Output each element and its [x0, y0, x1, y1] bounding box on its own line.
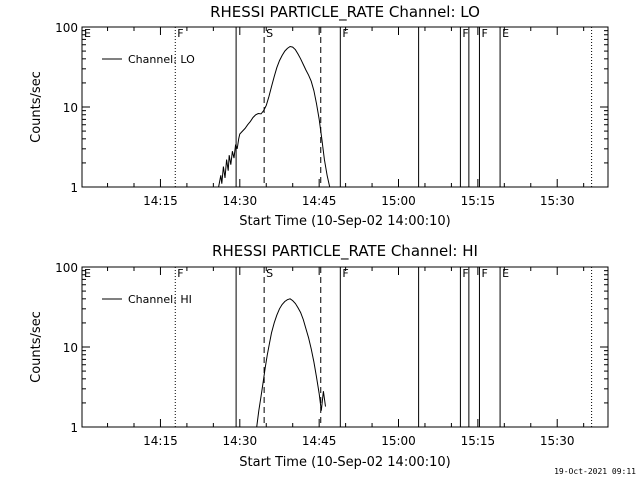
- panel2-xtick-label: 15:15: [461, 434, 496, 448]
- panel1-event-marker-label: F: [177, 27, 183, 40]
- panel1-event-marker-label: F: [462, 27, 468, 40]
- panel1-xlabel: Start Time (10-Sep-02 14:00:10): [239, 214, 450, 229]
- panel1-ylabel: Counts/sec: [29, 71, 44, 143]
- panel1-xtick-label: 15:15: [461, 194, 496, 208]
- panel2-series-line: [256, 298, 326, 428]
- panel2-event-marker-label: F: [342, 267, 348, 280]
- panel1-event-marker-label: F: [342, 27, 348, 40]
- panel1-frame: [81, 26, 609, 188]
- panel2-title: RHESSI PARTICLE_RATE Channel: HI: [212, 242, 478, 261]
- panel1-event-marker-label: E: [84, 27, 91, 40]
- panel2-event-marker-label: E: [84, 267, 91, 280]
- panel1-ytick-label: 10: [63, 101, 78, 115]
- panel1-event-marker-label: S: [266, 27, 273, 40]
- panel2-xtick-label: 14:30: [223, 434, 258, 448]
- panel1-event-marker-label: F: [481, 27, 487, 40]
- panel2-event-marker-label: S: [266, 267, 273, 280]
- panel2-event-marker-label: F: [462, 267, 468, 280]
- panel2-ytick-label: 10: [63, 341, 78, 355]
- panel1-xtick-label: 15:00: [381, 194, 416, 208]
- panel1-ytick-label: 1: [70, 181, 78, 195]
- panel2-event-marker-label: F: [177, 267, 183, 280]
- panel2-xtick-label: 14:45: [302, 434, 337, 448]
- panel1-ytick-label: 100: [55, 21, 78, 35]
- panel1-xtick-label: 14:45: [302, 194, 337, 208]
- panel2-ytick-label: 1: [70, 421, 78, 435]
- panel2-xtick-label: 15:30: [540, 434, 575, 448]
- panel1-xtick-label: 14:15: [143, 194, 178, 208]
- panel2-event-marker-label: E: [502, 267, 509, 280]
- panel2-legend-label: Channel: HI: [128, 293, 192, 306]
- panel1-series-line: [218, 45, 331, 188]
- panel2-xtick-label: 14:15: [143, 434, 178, 448]
- panel2-xlabel: Start Time (10-Sep-02 14:00:10): [239, 455, 450, 470]
- panel2-event-marker-label: F: [481, 267, 487, 280]
- panel1-title: RHESSI PARTICLE_RATE Channel: LO: [210, 3, 480, 22]
- panel2-ytick-label: 100: [55, 261, 78, 275]
- panel2-xtick-label: 15:00: [381, 434, 416, 448]
- panel1-legend-label: Channel: LO: [128, 53, 195, 66]
- timestamp-label: 19-Oct-2021 09:11: [554, 467, 636, 476]
- panel1-xtick-label: 15:30: [540, 194, 575, 208]
- panel1-event-marker-label: E: [502, 27, 509, 40]
- panel2-frame: [81, 266, 609, 428]
- panel1-xtick-label: 14:30: [223, 194, 258, 208]
- panel2-ylabel: Counts/sec: [29, 311, 44, 383]
